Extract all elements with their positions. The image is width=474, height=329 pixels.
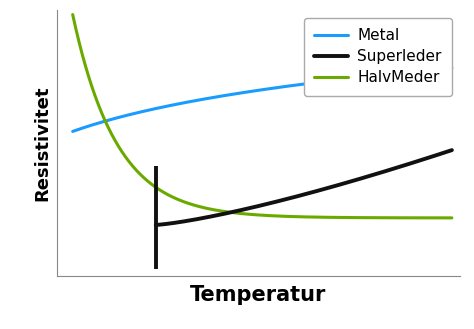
Metal <box>438 67 444 71</box>
HalvMeder <box>89 85 95 89</box>
HalvMeder <box>368 216 374 220</box>
Metal <box>70 129 75 133</box>
HalvMeder <box>244 212 250 216</box>
Metal <box>89 123 95 127</box>
Metal <box>368 74 374 78</box>
Superleder <box>306 191 311 195</box>
Line: HalvMeder: HalvMeder <box>73 14 452 218</box>
Legend: Metal, Superleder, HalvMeder: Metal, Superleder, HalvMeder <box>304 17 452 96</box>
HalvMeder <box>70 13 75 16</box>
Superleder <box>287 196 293 200</box>
Metal <box>254 89 260 92</box>
Superleder <box>159 222 165 226</box>
Superleder <box>449 148 455 152</box>
Metal <box>449 66 455 70</box>
Y-axis label: Resistivitet: Resistivitet <box>33 85 51 201</box>
Superleder <box>153 223 159 227</box>
HalvMeder <box>438 216 444 220</box>
Metal <box>244 90 250 94</box>
Metal <box>438 67 444 71</box>
Line: Superleder: Superleder <box>156 150 452 225</box>
Superleder <box>380 170 385 174</box>
HalvMeder <box>254 213 260 217</box>
Superleder <box>267 201 273 205</box>
X-axis label: Temperatur: Temperatur <box>190 285 327 305</box>
Superleder <box>232 210 238 214</box>
HalvMeder <box>438 216 444 220</box>
Line: Metal: Metal <box>73 68 452 131</box>
HalvMeder <box>449 216 455 220</box>
